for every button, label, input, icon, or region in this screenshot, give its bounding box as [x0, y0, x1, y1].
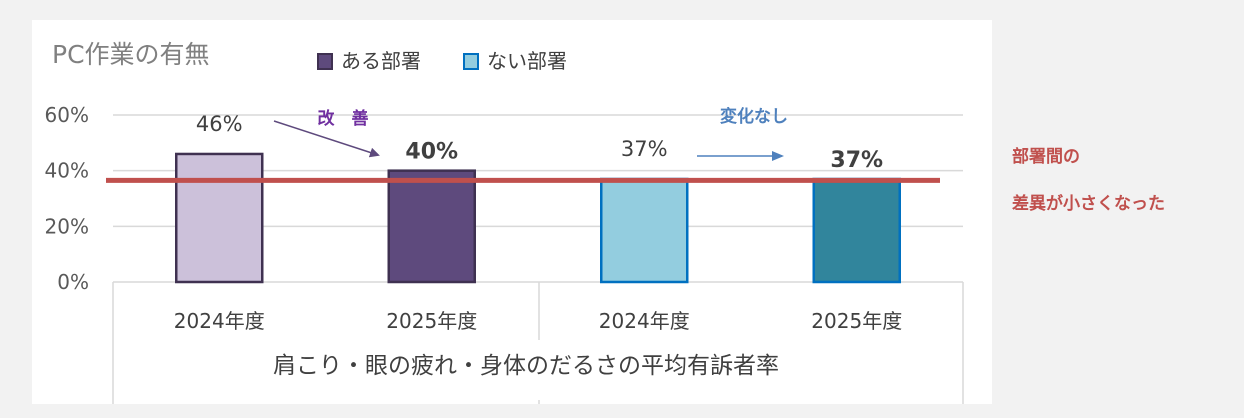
legend-label-with-pc: ある部署	[341, 49, 421, 73]
bar	[812, 177, 901, 284]
legend-swatch-with-pc	[317, 53, 333, 70]
improve-annotation: 改 善	[318, 108, 369, 129]
difference-annotation-line1: 部署間の	[1012, 146, 1080, 167]
no-change-annotation: 変化なし	[720, 106, 788, 127]
bar	[387, 169, 476, 284]
x-axis-table	[112, 282, 964, 404]
value-label: 40%	[405, 140, 458, 165]
chart-title: PC作業の有無	[52, 40, 210, 69]
legend-label-without-pc: ない部署	[487, 49, 567, 73]
x-axis-labels: 2024年度 2025年度 2024年度 2025年度	[174, 309, 902, 333]
improve-arrow	[273, 120, 380, 158]
y-axis-ticks: 0% 20% 40% 60%	[45, 103, 89, 294]
y-tick-label: 20%	[45, 214, 89, 238]
x-tick-label: 2024年度	[174, 309, 265, 333]
value-label: 46%	[196, 112, 243, 136]
bar	[600, 177, 689, 284]
x-tick-label: 2025年度	[386, 309, 477, 333]
bars	[175, 152, 901, 284]
bar	[175, 152, 264, 284]
value-label: 37%	[830, 148, 883, 173]
x-axis-title: 肩こり・眼の疲れ・身体のだるさの平均有訴者率	[273, 353, 779, 379]
x-tick-label: 2024年度	[599, 309, 690, 333]
y-tick-label: 60%	[45, 103, 89, 127]
value-label: 37%	[621, 137, 668, 161]
difference-annotation-line2: 差異が小さくなった	[1012, 193, 1165, 214]
value-labels: 46% 40% 37% 37%	[196, 112, 883, 173]
x-tick-label: 2025年度	[811, 309, 902, 333]
legend-swatch-without-pc	[463, 53, 479, 70]
y-tick-label: 40%	[45, 159, 89, 183]
y-tick-label: 0%	[57, 270, 89, 294]
